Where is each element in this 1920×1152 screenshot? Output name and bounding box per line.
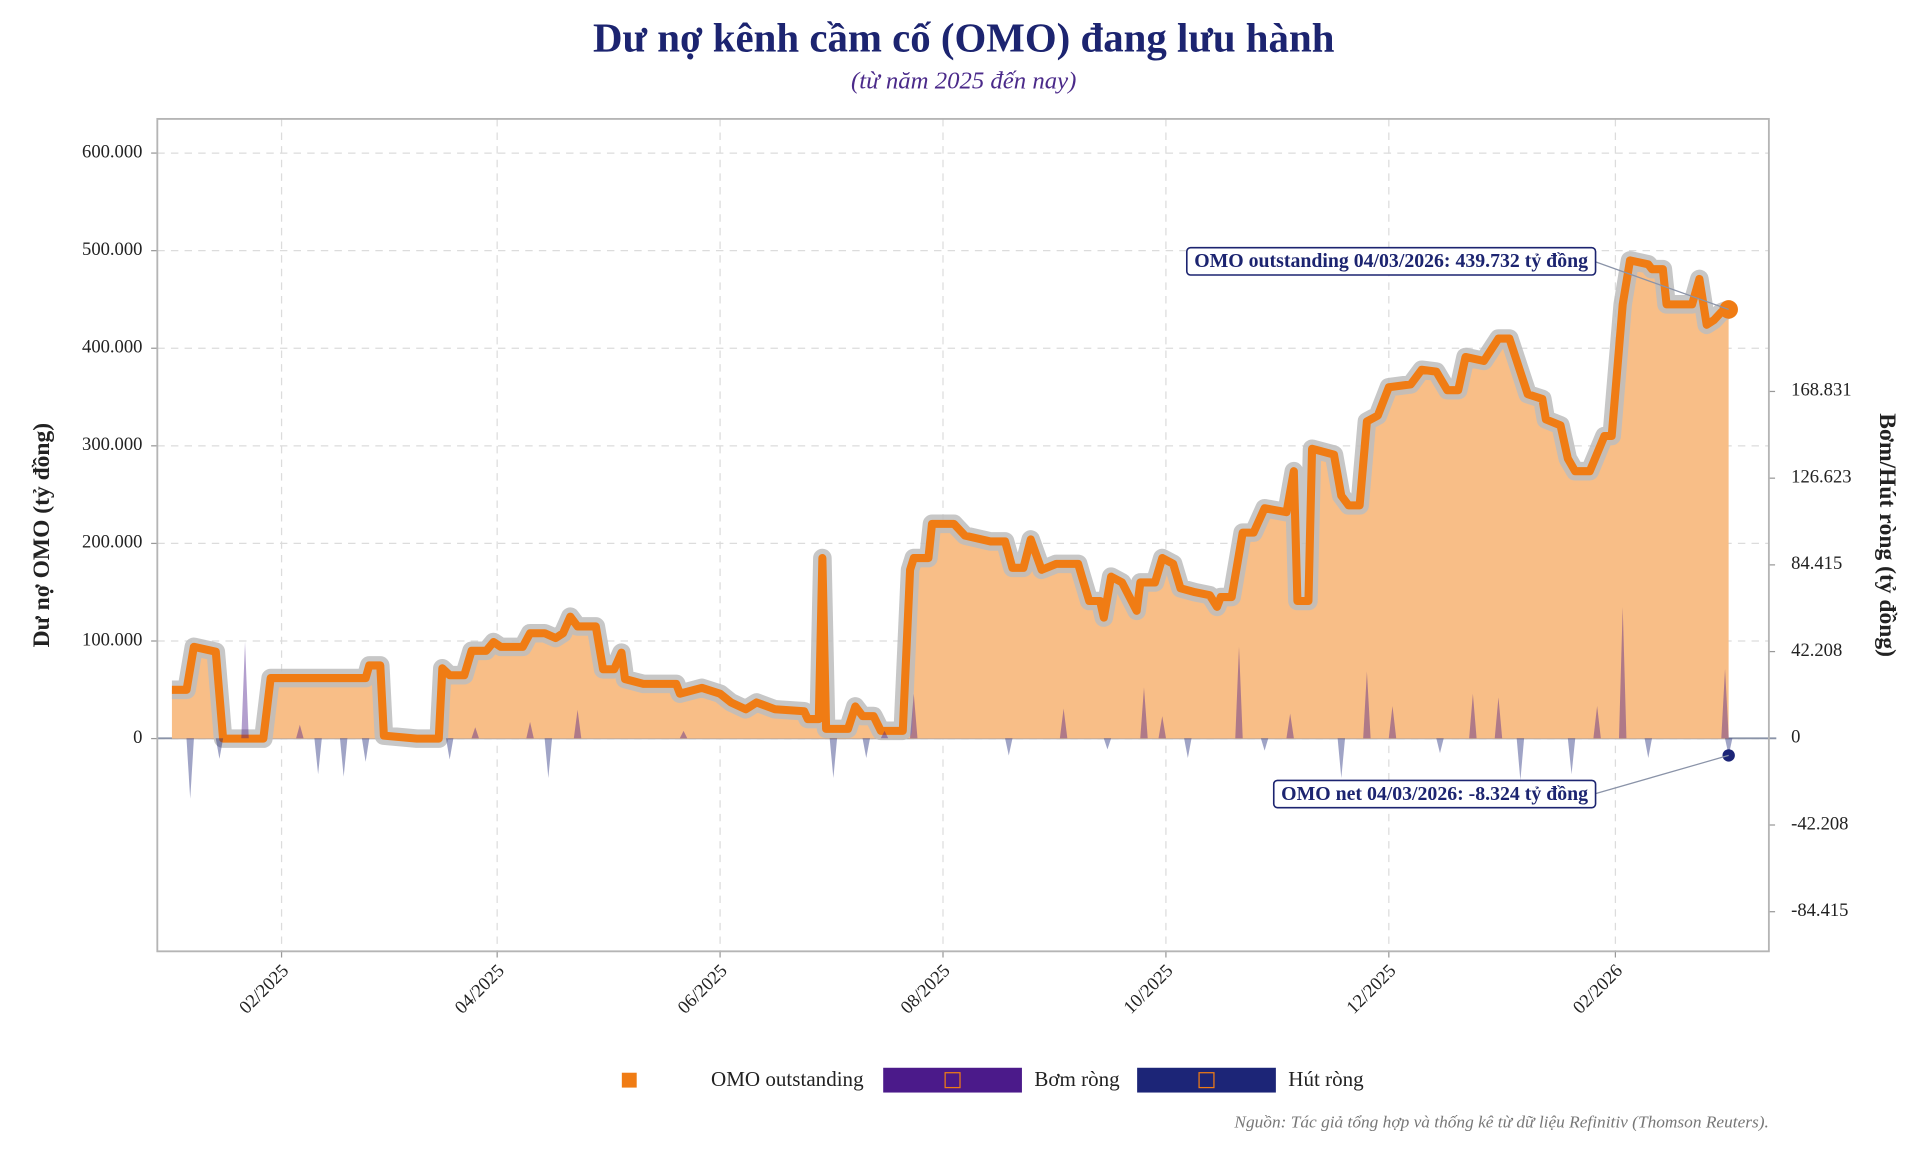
net-spike [1059,708,1068,739]
net-spike [361,738,370,762]
net-spike [241,641,249,739]
y2-tick-label: -42.208 [1791,813,1848,834]
end-marker [1719,300,1738,319]
net-spike [1721,668,1729,739]
net-spike [1103,738,1112,750]
net-spike [471,727,479,739]
net-spike [1140,687,1148,739]
net-spike [1567,738,1576,775]
source-note: Nguồn: Tác giả tổng hợp và thống kê từ d… [1233,1112,1768,1131]
net-spike [880,730,889,739]
net-spike [296,724,304,739]
y-tick-label: 100.000 [82,629,142,650]
net-spike [1363,671,1371,739]
net-spike [910,693,918,739]
line [171,256,1731,743]
annotation-box [1185,246,1597,276]
net-spike [186,738,194,799]
legend-swatch [621,1072,637,1088]
y2-tick-label: 42.208 [1791,640,1842,661]
legend-swatch [883,1067,1022,1093]
net-spike [1494,697,1503,739]
annotation: OMO outstanding 04/03/2026: 439.732 tỷ đ… [1194,250,1588,272]
net-spike [679,730,688,739]
net-spike [215,738,224,759]
net-spike [1005,738,1013,756]
net-spike [1260,738,1269,751]
chart-title: Dư nợ kênh cầm cố (OMO) đang lưu hành [593,15,1335,60]
net-spike [862,738,870,759]
plot-frame [156,117,1770,953]
net-spike [1724,738,1733,756]
y-tick-label: 200.000 [82,532,142,553]
net-spike [1337,738,1346,778]
y2-tick-label: 84.415 [1791,553,1842,574]
net-spike [526,721,534,739]
y-tick-label: 300.000 [82,434,142,455]
area-fill [171,260,1729,739]
net-spike [544,738,553,778]
legend-label: Bơm ròng [1034,1067,1120,1091]
legend-label: OMO outstanding [711,1067,864,1091]
net-spike [829,738,838,778]
net-spike [1469,693,1477,739]
net-spike [573,709,582,739]
net-spike [1644,738,1653,759]
y2-tick-label: -84.415 [1791,900,1848,921]
y2-tick-label: 0 [1791,727,1800,748]
annotation-leader [1594,260,1729,311]
y-tick-label: 0 [133,727,142,748]
legend-swatch-inner [1198,1072,1215,1089]
net-spike [314,738,322,775]
legend-label: Hút ròng [1288,1067,1364,1091]
net-spike [1516,738,1525,781]
net-spike [1158,716,1166,739]
net-spike [1593,706,1601,739]
annotation: OMO net 04/03/2026: -8.324 tỷ đồng [1281,783,1588,805]
annotation-leader [1594,754,1729,795]
legend-swatch [1137,1067,1276,1093]
annotation-box [1272,779,1597,809]
net-spike [1235,646,1243,739]
net-spike [445,738,454,760]
y-axis-label: Dư nợ OMO (tỷ đồng) [29,423,55,647]
y-tick-label: 600.000 [82,141,142,162]
y2-tick-label: 126.623 [1791,466,1851,487]
y2-axis-label: Bơm/Hút ròng (tỷ đồng) [1874,413,1900,657]
y2-tick-label: 168.831 [1791,380,1851,401]
net-spike [339,738,348,777]
net-spike [1184,738,1192,759]
legend-swatch-inner [944,1072,961,1089]
net-spike [1618,607,1627,739]
net-spike [1436,738,1444,754]
chart-subtitle: (từ năm 2025 đến nay) [851,68,1076,95]
y-tick-label: 500.000 [82,239,142,260]
net-spike [1286,713,1294,739]
y-tick-label: 400.000 [82,337,142,358]
net-spike [1388,706,1397,739]
